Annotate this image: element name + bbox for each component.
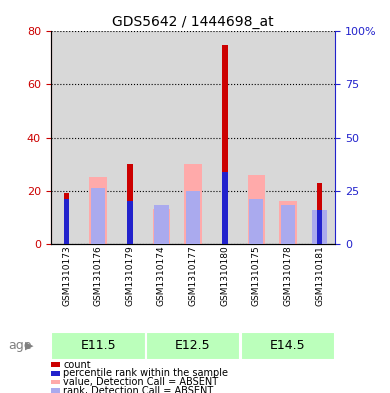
Bar [153, 209, 170, 244]
Bar [184, 164, 202, 244]
Text: ▶: ▶ [25, 341, 34, 351]
Text: age: age [8, 339, 31, 353]
Bar [304, 31, 335, 244]
Bar [281, 206, 295, 244]
Title: GDS5642 / 1444698_at: GDS5642 / 1444698_at [112, 15, 274, 29]
Bar [114, 31, 145, 244]
Bar [312, 210, 327, 244]
Bar [272, 31, 304, 244]
Bar [209, 31, 241, 244]
Bar [82, 31, 114, 244]
Text: E14.5: E14.5 [270, 339, 306, 353]
Bar [154, 206, 168, 244]
Bar [127, 164, 133, 244]
Bar [241, 31, 272, 244]
Bar [248, 174, 265, 244]
Bar [222, 45, 227, 244]
Bar [91, 189, 105, 244]
Bar [145, 31, 177, 244]
Bar [64, 193, 69, 244]
Bar [51, 31, 82, 244]
Bar [249, 199, 263, 244]
Text: rank, Detection Call = ABSENT: rank, Detection Call = ABSENT [63, 386, 213, 393]
Bar [64, 199, 69, 244]
Bar [317, 183, 323, 244]
Bar [89, 177, 107, 244]
Bar [186, 191, 200, 244]
Bar [317, 210, 323, 244]
Bar [222, 171, 227, 244]
Bar [177, 31, 209, 244]
Bar [127, 201, 133, 244]
Text: value, Detection Call = ABSENT: value, Detection Call = ABSENT [63, 377, 218, 387]
Text: E12.5: E12.5 [175, 339, 211, 353]
Bar [279, 201, 297, 244]
Text: E11.5: E11.5 [80, 339, 116, 353]
Text: percentile rank within the sample: percentile rank within the sample [63, 368, 228, 378]
Text: count: count [63, 360, 91, 370]
